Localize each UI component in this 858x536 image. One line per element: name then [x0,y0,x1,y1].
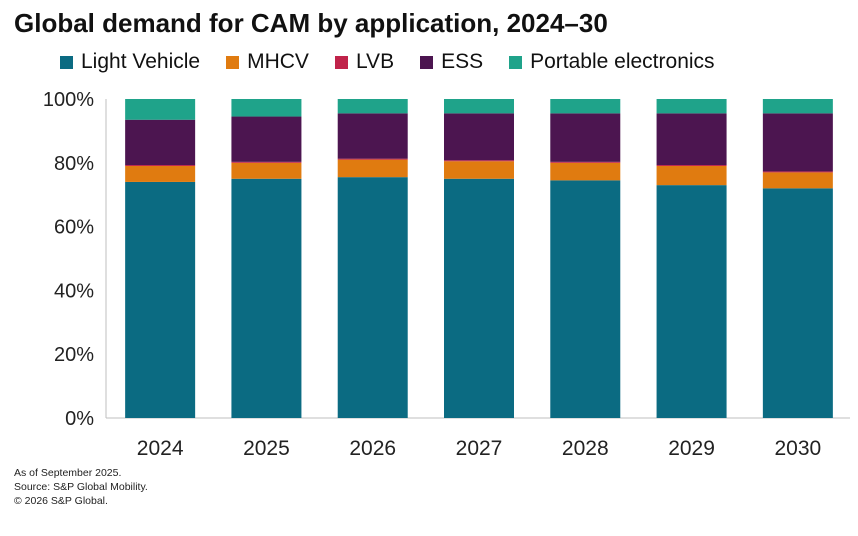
bar-segment-light-vehicle-2026 [337,177,408,418]
bar-segment-portable-electronics-2026 [337,99,408,114]
bar-segment-light-vehicle-2029 [656,185,727,418]
legend-item-portable-electronics: Portable electronics [509,50,715,74]
footnote-copyright: © 2026 S&P Global. [14,495,108,507]
x-tick-label: 2024 [137,437,184,460]
chart-title: Global demand for CAM by application, 20… [14,8,608,38]
bar-segment-lvb-2026 [337,158,408,160]
y-tick-label: 20% [54,344,94,366]
bar-segment-portable-electronics-2024 [125,99,196,120]
footnote-source: Source: S&P Global Mobility. [14,481,148,493]
legend-item-mhcv: MHCV [226,50,309,74]
legend-swatch [60,55,73,69]
bar-segment-ess-2028 [550,113,621,162]
bar-segment-light-vehicle-2027 [444,178,514,418]
bar-segment-ess-2030 [762,113,833,172]
legend-item-ess: ESS [420,50,483,74]
bar-segment-light-vehicle-2028 [550,180,621,418]
bar-segment-portable-electronics-2025 [231,99,302,117]
bar-segment-portable-electronics-2029 [656,99,727,114]
bar-segment-mhcv-2024 [125,165,196,182]
bar-segment-lvb-2029 [656,165,727,166]
x-tick-label: 2028 [562,437,609,460]
x-tick-label: 2025 [243,437,290,460]
bar-segment-portable-electronics-2030 [762,99,833,114]
y-tick-label: 60% [54,217,94,239]
legend-label: LVB [355,50,395,73]
bar-segment-lvb-2025 [231,161,302,163]
y-tick-label: 0% [65,408,94,430]
bar-segment-mhcv-2030 [762,172,833,189]
bar-segment-mhcv-2027 [444,161,514,179]
y-tick-label: 80% [54,153,94,175]
bar-segment-lvb-2024 [125,165,196,166]
bar-segment-ess-2029 [656,113,727,166]
bar-segment-lvb-2028 [550,161,621,163]
bar-segment-ess-2026 [337,113,408,159]
bar-segment-mhcv-2025 [231,162,302,179]
legend-swatch [334,55,348,69]
y-tick-label: 100% [43,89,94,111]
bar-segment-lvb-2030 [762,171,833,173]
legend-item-lvb: LVB [334,50,395,74]
bar-segment-light-vehicle-2025 [231,178,302,418]
bar-segment-portable-electronics-2027 [444,99,514,114]
x-tick-label: 2029 [668,437,715,460]
bar-segment-mhcv-2028 [550,162,621,181]
bar-segment-lvb-2027 [444,160,514,162]
bar-segment-mhcv-2026 [337,159,408,178]
legend-swatch [420,55,434,69]
legend-label: Portable electronics [530,50,715,73]
x-tick-label: 2030 [774,437,821,460]
bar-segment-light-vehicle-2024 [125,181,196,418]
legend-label: MHCV [247,50,309,73]
legend: Light Vehicle MHCV LVB ESS Portable electron… [60,50,715,74]
y-tick-label: 40% [54,280,94,302]
legend-swatch [226,55,240,69]
x-tick-label: 2026 [349,437,396,460]
bar-segment-ess-2024 [125,119,196,166]
x-tick-label: 2027 [456,437,503,460]
legend-item-light-vehicle: Light Vehicle [60,50,200,74]
legend-swatch [509,55,523,69]
bar-segment-ess-2025 [231,116,302,162]
bar-segment-mhcv-2029 [656,165,727,186]
bar-segment-portable-electronics-2028 [550,99,621,114]
footnote-as-of: As of September 2025. [14,467,122,479]
legend-label: Light Vehicle [81,50,201,73]
bar-segment-light-vehicle-2030 [762,188,833,418]
bar-segment-ess-2027 [444,113,514,161]
legend-label: ESS [441,50,484,73]
